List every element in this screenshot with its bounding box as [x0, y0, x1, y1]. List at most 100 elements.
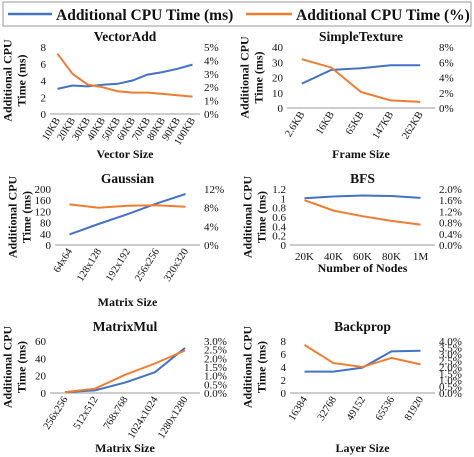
- y-tick-label: 8: [41, 42, 47, 54]
- y-tick-label: 4: [41, 76, 47, 88]
- y2-tick-label: 3.0%: [204, 336, 227, 348]
- y2-tick-label: 0.5%: [439, 382, 462, 394]
- y-tick-label: 20: [272, 73, 284, 85]
- y2-tick-label: 0%: [204, 109, 219, 121]
- y2-tick-label: 1.2%: [439, 206, 462, 218]
- y-axis-label: Additional CPUTime (ms): [6, 175, 34, 258]
- y-tick-label: 0.2: [272, 231, 286, 243]
- x-tick-label: 1280x1280: [156, 395, 190, 441]
- y2-tick-label: 4%: [204, 55, 219, 67]
- y-axis-label: Additional CPUTime (ms): [241, 175, 269, 258]
- y2-tick-label: 0.0%: [204, 388, 227, 400]
- chart-matrixmul: MatrixMul 0 20 40 60 0.0%0.5%1.0%1.5%2.0%2.5%…: [1, 319, 227, 455]
- y2-tick-label: 2.5%: [204, 345, 227, 357]
- y-tick-label: 80: [40, 218, 52, 230]
- y-tick-label: 10: [272, 88, 284, 100]
- chart-title: BFS: [350, 171, 375, 186]
- y-tick-label: 2: [281, 375, 287, 387]
- chart-title: SimpleTexture: [319, 29, 403, 44]
- y2-tick-label: 12%: [204, 184, 224, 196]
- x-axis-label: Matrix Size: [98, 295, 158, 309]
- y-tick-label: 0: [46, 240, 52, 252]
- y-tick-label: 8: [281, 336, 287, 348]
- x-tick-label: 2.6KB: [283, 110, 307, 139]
- series-line-ms: [304, 194, 421, 200]
- y2-tick-label: 3.5%: [439, 343, 462, 355]
- series-line-pct: [303, 344, 421, 369]
- y2-tick-label: 1%: [204, 96, 219, 108]
- y-tick-label: 200: [35, 184, 52, 196]
- y2-tick-label: 0%: [439, 103, 454, 115]
- y-tick-label: 0.6: [272, 212, 286, 224]
- series-line-pct: [69, 203, 186, 209]
- y2-tick-label: 8%: [204, 203, 219, 215]
- x-tick-label: 65536: [374, 395, 397, 423]
- y2-tick-label: 2.0%: [439, 184, 462, 196]
- chart-vectoradd: VectorAdd024680%1%2%3%4%5%10KB20KB30KB40…: [1, 29, 219, 161]
- x-tick-label: 256x256: [133, 247, 162, 284]
- series-line-ms: [301, 64, 421, 85]
- x-tick-label: 20K: [295, 251, 314, 263]
- x-tick-label: 81920: [403, 395, 426, 423]
- y-tick-label: 30: [272, 57, 284, 69]
- x-tick-label: 32768: [316, 395, 339, 423]
- x-axis-label: Frame Size: [332, 147, 390, 161]
- y2-tick-label: 1.6%: [439, 195, 462, 207]
- x-tick-label: 320x320: [162, 247, 191, 284]
- x-axis-label: Matrix Size: [95, 441, 155, 455]
- y2-tick-label: 4%: [439, 73, 454, 85]
- chart-title: Backprop: [334, 319, 391, 334]
- series-line-pct: [301, 58, 421, 103]
- y2-tick-label: 0.5%: [204, 379, 227, 391]
- y2-tick-label: 3%: [204, 69, 219, 81]
- x-tick-label: 512x512: [72, 395, 101, 432]
- y2-tick-label: 0.8%: [439, 218, 462, 230]
- y2-tick-label: 3.0%: [439, 349, 462, 361]
- y-axis-label: Additional CPUTime (ms): [241, 325, 269, 408]
- series-line-ms: [57, 63, 193, 90]
- legend-label-ms: Additional CPU Time (ms): [56, 7, 233, 24]
- series-line-ms: [64, 347, 186, 394]
- x-tick-label: 1M: [413, 251, 429, 263]
- series-line-pct: [304, 199, 421, 226]
- x-tick-label: 147KB: [371, 110, 396, 142]
- y-tick-label: 1.2: [272, 184, 286, 196]
- chart-title: VectorAdd: [94, 29, 157, 44]
- y-tick-label: 1: [281, 193, 287, 205]
- x-tick-label: 256x256: [42, 395, 71, 432]
- x-tick-label: 65KB: [344, 110, 367, 137]
- chart-title: MatrixMul: [93, 319, 158, 334]
- x-tick-label: 128x128: [75, 247, 104, 284]
- y-tick-label: 2: [41, 92, 47, 104]
- series-line-pct: [64, 349, 186, 394]
- y-tick-label: 0.4: [272, 221, 286, 233]
- y2-tick-label: 1.0%: [439, 375, 462, 387]
- x-tick-label: 80K: [382, 251, 401, 263]
- x-tick-label: 40K: [324, 251, 343, 263]
- y-tick-label: 60: [35, 336, 47, 348]
- x-tick-label: 64x64: [52, 246, 76, 275]
- y-tick-label: 120: [35, 206, 52, 218]
- x-axis-label: Number of Nodes: [318, 261, 408, 275]
- y-tick-label: 160: [35, 195, 52, 207]
- y-tick-label: 0: [41, 388, 47, 400]
- x-tick-label: 192x192: [104, 247, 133, 284]
- y-tick-label: 40: [272, 42, 284, 54]
- y2-tick-label: 1.5%: [204, 362, 227, 374]
- chart-simpletexture: SimpleTexture 0 10 20 30 40 0% 2% 4% 6% 8% 2.6KB 16K…: [238, 29, 454, 161]
- y-tick-label: 40: [35, 353, 47, 365]
- y2-tick-label: 1.0%: [204, 371, 227, 383]
- x-tick-label: 262KB: [400, 110, 425, 142]
- x-tick-label: 16384: [287, 394, 311, 423]
- y2-tick-label: 4.0%: [439, 336, 462, 348]
- y-tick-label: 20: [35, 371, 47, 383]
- y2-tick-label: 0%: [204, 240, 219, 252]
- y2-tick-label: 0.0%: [439, 240, 462, 252]
- y2-tick-label: 2%: [439, 88, 454, 100]
- y-tick-label: 40: [40, 229, 52, 241]
- y-axis-label: Additional CPUTime (ms): [238, 36, 266, 119]
- x-tick-label: 768x768: [102, 395, 131, 432]
- y-tick-label: 0: [281, 240, 287, 252]
